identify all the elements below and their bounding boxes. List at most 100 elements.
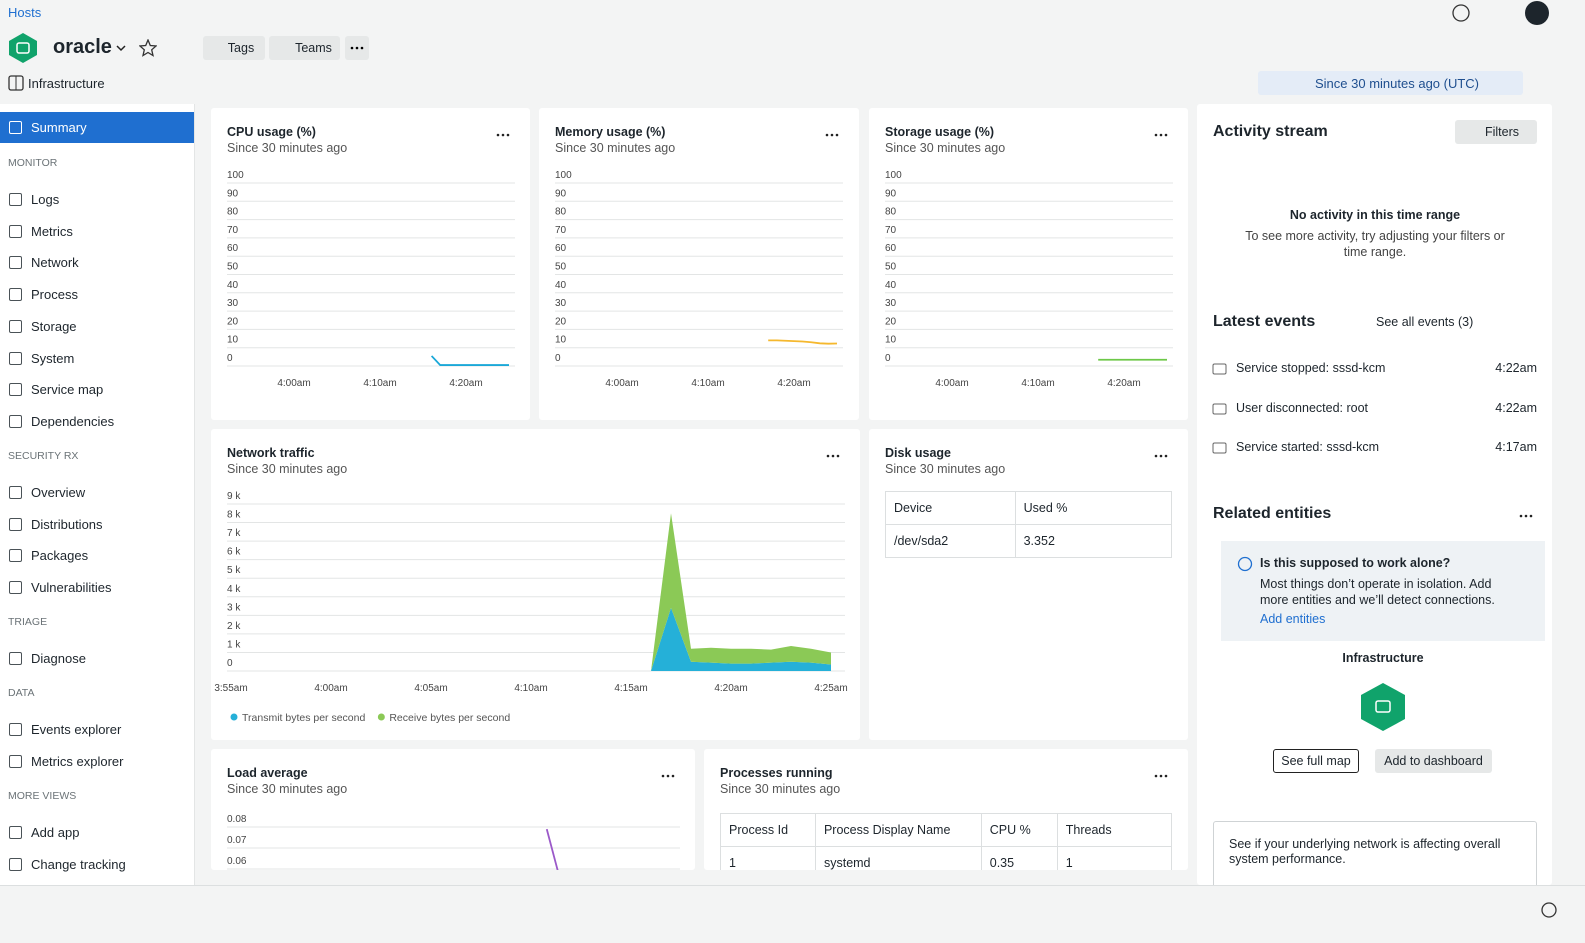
x-tick-label: 4:20am [714, 683, 747, 694]
line [768, 340, 837, 343]
x-tick-label: 4:10am [691, 378, 724, 389]
nav-item[interactable]: Logs [0, 184, 194, 215]
y-tick-label: 0 [885, 353, 891, 364]
menu-dots[interactable] [1154, 774, 1168, 778]
filters-button[interactable]: Filters [1455, 120, 1537, 144]
dot [1160, 775, 1163, 778]
nav-icon [9, 549, 22, 562]
chart: 01020304050607080901004:00am4:10am4:20am [211, 108, 530, 420]
y-tick-label: 0 [555, 353, 561, 364]
y-tick-label: 4 k [227, 584, 241, 595]
icon-box [1213, 443, 1226, 453]
see-map-button[interactable]: See full map [1273, 749, 1359, 773]
app-icon [8, 75, 24, 91]
header-cell: Process Id [721, 814, 816, 847]
nav-label: Storage [31, 319, 77, 334]
y-tick-label: 20 [227, 316, 239, 327]
side-panel: Activity stream Filters No activity in t… [1197, 104, 1552, 885]
dot [1165, 775, 1168, 778]
nav-item[interactable]: Packages [0, 540, 194, 571]
dot [1160, 455, 1163, 458]
entity-title[interactable]: oracle [53, 36, 112, 59]
y-tick-label: 20 [885, 316, 897, 327]
nav-label: Vulnerabilities [31, 580, 111, 595]
nav-item[interactable]: Process [0, 279, 194, 310]
y-tick-label: 6 k [227, 547, 241, 558]
card-subtitle: Since 30 minutes ago [720, 782, 840, 796]
chart-card: Load averageSince 30 minutes ago0.060.07… [211, 749, 695, 870]
x-tick-label: 4:20am [777, 378, 810, 389]
entity-node[interactable] [1360, 682, 1406, 732]
dot [1520, 515, 1523, 518]
nav-icon [9, 518, 22, 531]
nav-item[interactable]: Vulnerabilities [0, 572, 194, 603]
x-tick-label: 3:55am [214, 683, 247, 694]
tags-button[interactable]: Tags [203, 36, 265, 60]
nav-label: Process [31, 287, 78, 302]
star[interactable] [139, 39, 157, 57]
nav-icon [9, 755, 22, 768]
cell: 0.35 [981, 847, 1057, 871]
nav-item[interactable]: System [0, 343, 194, 374]
nav-icon [9, 193, 22, 206]
x-tick-label: 4:15am [614, 683, 647, 694]
nav-label: Distributions [31, 517, 103, 532]
nav-item[interactable]: Storage [0, 311, 194, 342]
add-dashboard-button[interactable]: Add to dashboard [1375, 749, 1492, 773]
legend-label: Transmit bytes per second [242, 712, 365, 724]
y-tick-label: 90 [227, 188, 239, 199]
table-card: Disk usageSince 30 minutes agoDeviceUsed… [869, 429, 1188, 740]
y-tick-label: 70 [885, 225, 897, 236]
teams-button[interactable]: Teams [269, 36, 340, 60]
breadcrumb[interactable]: Hosts [8, 5, 41, 20]
cell: 1 [721, 847, 816, 871]
nav-item[interactable]: Overview [0, 477, 194, 508]
cell: 1 [1057, 847, 1171, 871]
nav-item[interactable]: Metrics explorer [0, 746, 194, 777]
nav-item[interactable]: Metrics [0, 216, 194, 247]
event-icon [1212, 441, 1228, 455]
y-tick-label: 50 [885, 262, 897, 273]
x-tick-label: 4:10am [514, 683, 547, 694]
nav-item[interactable]: Add app [0, 817, 194, 848]
event-time: 4:22am [1495, 361, 1537, 375]
info-link[interactable]: Add entities [1260, 612, 1325, 626]
y-tick-label: 0 [227, 353, 233, 364]
y-tick-label: 40 [885, 280, 897, 291]
x-tick-label: 4:20am [449, 378, 482, 389]
y-tick-label: 60 [555, 243, 567, 254]
time-range[interactable]: Since 30 minutes ago (UTC) [1315, 76, 1479, 91]
legend-swatch [231, 714, 238, 721]
nav-item-active[interactable]: Summary [0, 112, 194, 143]
filters-label: Filters [1485, 125, 1519, 139]
nav-label: Metrics [31, 224, 73, 239]
help-icon[interactable] [1540, 901, 1558, 919]
y-tick-label: 50 [227, 262, 239, 273]
header-cell: Device [886, 492, 1016, 525]
more-button[interactable] [345, 36, 369, 60]
nav-item[interactable]: Change tracking [0, 849, 194, 880]
chevron [116, 44, 126, 52]
nav-item[interactable]: Dependencies [0, 406, 194, 437]
menu-dots[interactable] [1519, 514, 1533, 518]
see-all-events[interactable]: See all events (3) [1376, 315, 1473, 329]
menu-dots[interactable] [1154, 454, 1168, 458]
y-tick-label: 100 [227, 170, 244, 181]
nav-item[interactable]: Service map [0, 374, 194, 405]
x-tick-label: 4:00am [935, 378, 968, 389]
nav-item[interactable]: Network [0, 247, 194, 278]
nav-label: Network [31, 255, 79, 270]
nav-item[interactable]: Diagnose [0, 643, 194, 674]
x-tick-label: 4:00am [314, 683, 347, 694]
nav-icon [9, 858, 22, 871]
events-title: Latest events [1213, 313, 1315, 331]
y-tick-label: 70 [555, 225, 567, 236]
y-tick-label: 90 [885, 188, 897, 199]
header-cell: Used % [1015, 492, 1171, 525]
chart-card: Storage usage (%)Since 30 minutes ago010… [869, 108, 1188, 420]
nav-item[interactable]: Events explorer [0, 714, 194, 745]
section-header: MONITOR [8, 157, 57, 169]
nav-item[interactable]: Distributions [0, 509, 194, 540]
legend-swatch [378, 714, 385, 721]
header-cell: Process Display Name [815, 814, 981, 847]
